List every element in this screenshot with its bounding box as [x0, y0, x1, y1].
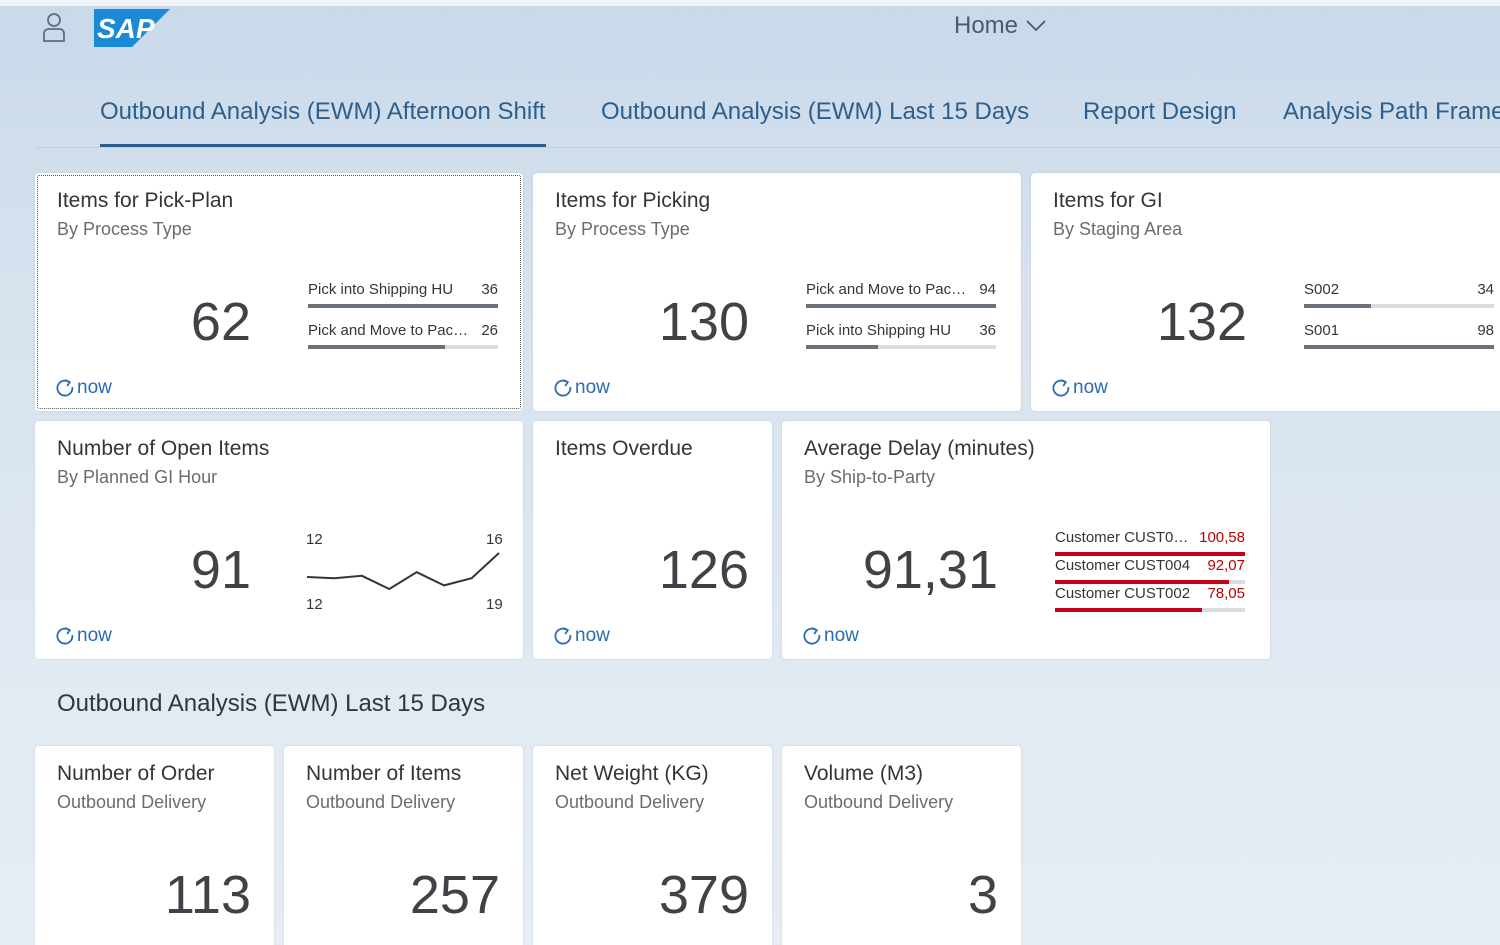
tile-items-for-pick-plan[interactable]: Items for Pick-Plan By Process Type 62 P… [35, 173, 523, 411]
tile-title: Number of Items [306, 762, 462, 785]
tile-subtitle: Outbound Delivery [555, 792, 705, 812]
refresh-indicator: now [55, 625, 112, 647]
home-menu[interactable]: Home [954, 12, 1046, 40]
tile-subtitle: Outbound Delivery [804, 792, 954, 812]
chevron-down-icon [1026, 20, 1046, 32]
trend-line-chart [306, 552, 500, 591]
refresh-icon [803, 627, 821, 645]
top-strip [0, 0, 1500, 6]
tile-subtitle: By Staging Area [1053, 219, 1183, 239]
tab-last-15-days[interactable]: Outbound Analysis (EWM) Last 15 Days [601, 98, 1030, 125]
tile-items-for-gi[interactable]: Items for GI By Staging Area 132 S002 34 … [1031, 173, 1500, 411]
tile-subtitle: Outbound Delivery [306, 792, 456, 812]
trend-line [306, 552, 500, 591]
tab-afternoon-shift[interactable]: Outbound Analysis (EWM) Afternoon Shift [100, 98, 546, 147]
tab-analysis-path-frame[interactable]: Analysis Path Frame [1283, 98, 1500, 125]
kpi-value: 91,31 [862, 540, 998, 600]
kpi-value: 130 [658, 292, 749, 352]
refresh-indicator: now [553, 625, 610, 647]
kpi-value: 62 [190, 292, 251, 352]
refresh-indicator: now [55, 377, 112, 399]
tile-number-of-order[interactable]: Number of Order Outbound Delivery 113 [35, 746, 274, 945]
tile-average-delay[interactable]: Average Delay (minutes) By Ship-to-Party… [782, 421, 1270, 659]
tile-title: Average Delay (minutes) [804, 437, 1035, 460]
section-title-last-15-days: Outbound Analysis (EWM) Last 15 Days [57, 690, 486, 717]
tile-title: Items for GI [1053, 189, 1163, 212]
tile-title: Number of Open Items [57, 437, 270, 460]
home-label: Home [954, 12, 1019, 39]
line-label-bottom-right: 19 [486, 596, 503, 613]
tile-subtitle: By Planned GI Hour [57, 467, 218, 487]
tile-number-of-items[interactable]: Number of Items Outbound Delivery 257 [284, 746, 523, 945]
refresh-icon [554, 379, 572, 397]
refresh-icon [1052, 379, 1070, 397]
tile-subtitle: By Ship-to-Party [804, 467, 936, 487]
tab-report-design[interactable]: Report Design [1083, 98, 1237, 125]
refresh-icon [56, 627, 74, 645]
tile-subtitle: Outbound Delivery [57, 792, 207, 812]
refresh-icon [554, 627, 572, 645]
tile-title: Items for Pick-Plan [57, 189, 234, 212]
sap-logo[interactable]: SAP [94, 9, 170, 47]
line-label-bottom-left: 12 [306, 596, 323, 613]
refresh-indicator: now [802, 625, 859, 647]
tile-title: Items for Picking [555, 189, 711, 212]
kpi-value: 257 [409, 865, 500, 925]
refresh-indicator: now [553, 377, 610, 399]
tile-title: Number of Order [57, 762, 215, 785]
kpi-value: 113 [164, 865, 251, 925]
kpi-value: 3 [967, 865, 998, 925]
shell-bar: SAP Home [0, 6, 1500, 50]
user-icon[interactable] [42, 12, 66, 42]
tile-items-overdue[interactable]: Items Overdue 126 now [533, 421, 772, 659]
line-label-top-left: 12 [306, 531, 323, 548]
sap-logo-text: SAP [97, 13, 155, 44]
kpi-value: 91 [190, 540, 251, 600]
refresh-icon [56, 379, 74, 397]
tile-net-weight[interactable]: Net Weight (KG) Outbound Delivery 379 [533, 746, 772, 945]
kpi-value: 132 [1156, 292, 1247, 352]
tile-volume[interactable]: Volume (M3) Outbound Delivery 3 [782, 746, 1021, 945]
kpi-value: 126 [658, 540, 749, 600]
tile-title: Volume (M3) [804, 762, 924, 785]
tile-items-for-picking[interactable]: Items for Picking By Process Type 130 Pi… [533, 173, 1021, 411]
tile-subtitle: By Process Type [555, 219, 690, 239]
refresh-indicator: now [1051, 377, 1108, 399]
line-label-top-right: 16 [486, 531, 503, 548]
tile-number-of-open-items[interactable]: Number of Open Items By Planned GI Hour … [35, 421, 523, 659]
tile-subtitle: By Process Type [57, 219, 192, 239]
kpi-value: 379 [658, 865, 749, 925]
tab-bar: Outbound Analysis (EWM) Afternoon Shift … [36, 96, 1500, 148]
tile-title: Items Overdue [555, 437, 693, 460]
tile-title: Net Weight (KG) [555, 762, 709, 785]
